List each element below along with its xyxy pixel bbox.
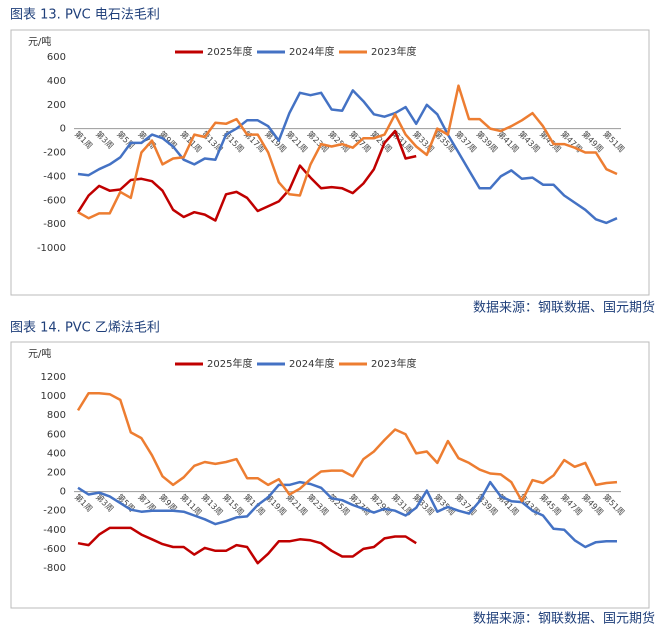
series-line [76, 391, 618, 503]
series-line [77, 89, 618, 225]
y-tick-label: -600 [43, 544, 66, 555]
x-tick-label: 第19周 [263, 492, 289, 518]
legend-label: 2023年度 [371, 45, 416, 58]
legend-label: 2024年度 [289, 45, 334, 58]
y-tick-label: -400 [43, 525, 66, 536]
y-tick-label: 200 [47, 100, 66, 111]
y-tick-label: 1200 [41, 372, 66, 383]
x-tick-label: 第9周 [157, 129, 179, 151]
x-tick-label: 第35周 [432, 492, 458, 518]
x-tick-label: 第1周 [73, 129, 95, 151]
y-tick-label: -200 [43, 148, 66, 159]
y-unit: 元/吨 [28, 35, 51, 48]
series-line [77, 84, 618, 220]
x-tick-label: 第21周 [284, 129, 310, 155]
y-tick-label: 1000 [41, 391, 66, 402]
y-unit: 元/吨 [28, 347, 51, 360]
x-tick-label: 第13周 [200, 492, 226, 518]
x-tick-label: 第51周 [601, 129, 627, 155]
x-tick-label: 第45周 [538, 492, 564, 518]
chart-frame [10, 341, 650, 609]
y-tick-label: 400 [47, 76, 66, 87]
legend-label: 2025年度 [207, 357, 252, 370]
x-tick-label: 第21周 [284, 492, 310, 518]
x-tick-label: 第29周 [369, 492, 395, 518]
y-tick-label: 600 [47, 429, 66, 440]
x-tick-label: 第17周 [242, 492, 268, 518]
y-tick-label: -1000 [37, 243, 66, 254]
y-tick-label: -200 [43, 506, 66, 517]
y-tick-label: 600 [47, 52, 66, 63]
x-tick-label: 第43周 [517, 129, 543, 155]
x-tick-label: 第15周 [221, 129, 247, 155]
legend-label: 2024年度 [289, 357, 334, 370]
y-tick-label: 200 [47, 468, 66, 479]
y-tick-label: 0 [60, 124, 66, 135]
series-line [77, 480, 617, 549]
x-tick-label: 第23周 [305, 492, 331, 518]
y-tick-label: -800 [43, 219, 66, 230]
y-tick-label: 800 [47, 410, 66, 421]
x-tick-label: 第49周 [580, 492, 606, 518]
legend-label: 2025年度 [207, 45, 252, 58]
figure-caption: 图表 14. PVC 乙烯法毛利 [10, 321, 160, 336]
y-tick-label: 400 [47, 448, 66, 459]
x-tick-label: 第41周 [496, 129, 522, 155]
x-tick-label: 第25周 [326, 129, 352, 155]
y-tick-label: -600 [43, 195, 66, 206]
x-tick-label: 第47周 [559, 492, 585, 518]
chart-frame [10, 29, 650, 296]
figure-caption: 图表 13. PVC 电石法毛利 [10, 8, 160, 23]
series-line [77, 526, 417, 565]
x-tick-label: 第39周 [474, 129, 500, 155]
x-tick-label: 第51周 [601, 492, 627, 518]
y-tick-label: -400 [43, 171, 66, 182]
y-tick-label: -800 [43, 563, 66, 574]
y-tick-label: 0 [60, 487, 66, 498]
legend-label: 2023年度 [371, 357, 416, 370]
x-tick-label: 第49周 [580, 129, 606, 155]
source-note: 数据来源：钢联数据、国元期货 [473, 611, 655, 627]
x-tick-label: 第3周 [94, 129, 116, 151]
x-tick-label: 第13周 [200, 129, 226, 155]
x-tick-label: 第15周 [221, 492, 247, 518]
source-note: 数据来源：钢联数据、国元期货 [473, 300, 655, 315]
